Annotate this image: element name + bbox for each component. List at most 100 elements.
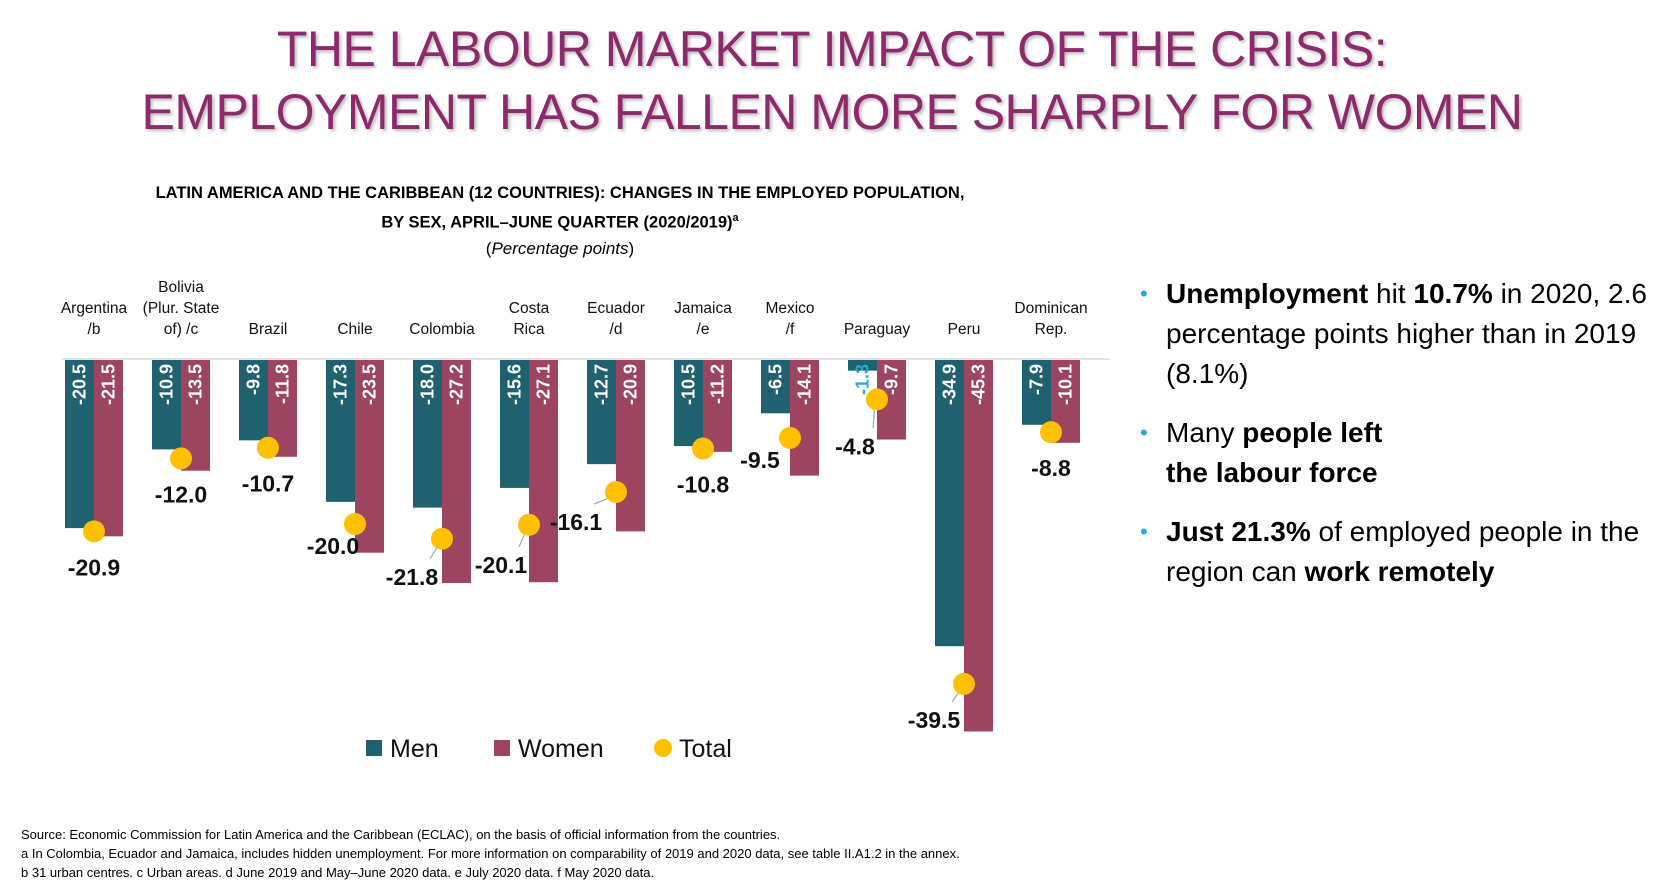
- category-label: Dominican: [1014, 300, 1087, 317]
- total-value-label: -10.8: [677, 472, 730, 498]
- category-label: of) /c: [164, 321, 199, 338]
- category-label: Costa: [509, 300, 550, 317]
- total-value-label: -39.5: [908, 707, 961, 733]
- category-label: Colombia: [409, 321, 475, 338]
- legend-men-label: Men: [390, 735, 439, 763]
- category-label: Brazil: [249, 321, 288, 338]
- total-dot: [170, 447, 192, 470]
- total-dot: [692, 437, 714, 460]
- bullet-dot-icon: •: [1140, 281, 1148, 306]
- men-bar: [761, 360, 790, 414]
- footnote-marker: a: [732, 212, 739, 224]
- men-value-label: -6.5: [766, 364, 786, 395]
- men-value-label: -18.0: [418, 364, 438, 405]
- category-label: /b: [88, 321, 101, 338]
- men-bar: [848, 360, 877, 371]
- total-value-label: -20.0: [307, 533, 359, 559]
- category-label: /d: [610, 321, 623, 338]
- men-bar: [1022, 360, 1051, 425]
- slide-title: THE LABOUR MARKET IMPACT OF THE CRISIS: …: [0, 18, 1664, 144]
- chart-title: LATIN AMERICA AND THE CARIBBEAN (12 COUN…: [60, 181, 1060, 261]
- category-label: /f: [786, 321, 795, 338]
- total-dot: [83, 520, 105, 543]
- men-bar: [239, 360, 268, 441]
- bullet-dot-icon: •: [1140, 519, 1148, 544]
- total-dot: [344, 513, 366, 535]
- total-value-label: -12.0: [155, 481, 207, 507]
- source-note: Source: Economic Commission for Latin Am…: [21, 827, 781, 842]
- chart-title-line-1: LATIN AMERICA AND THE CARIBBEAN (12 COUN…: [155, 184, 965, 202]
- men-bar: [326, 360, 355, 502]
- category-label: /e: [697, 321, 710, 338]
- category-label: Paraguay: [844, 321, 911, 338]
- women-bar: [616, 360, 645, 532]
- total-value-label: -16.1: [550, 509, 603, 535]
- women-bar: [790, 360, 819, 476]
- women-value-label: -13.5: [186, 364, 206, 405]
- chart-unit: (Percentage points): [485, 238, 635, 258]
- women-value-label: -14.1: [795, 364, 815, 405]
- footnote-a: a In Colombia, Ecuador and Jamaica, incl…: [21, 846, 960, 861]
- legend-total-label: Total: [679, 735, 732, 763]
- legend-total-swatch: [654, 739, 672, 757]
- total-dot: [605, 481, 627, 504]
- men-bar: [65, 360, 94, 529]
- category-label: Ecuador: [587, 300, 645, 317]
- legend-women-label: Women: [518, 735, 604, 763]
- men-bar: [935, 360, 964, 647]
- slide-title-line-2: EMPLOYMENT HAS FALLEN MORE SHARPLY FOR W…: [141, 84, 1523, 140]
- women-value-label: -11.2: [708, 364, 728, 404]
- women-value-label: -27.2: [447, 364, 467, 405]
- total-value-label: -21.8: [386, 564, 439, 590]
- men-value-label: -9.8: [244, 364, 264, 395]
- key-findings-list: • Unemployment hit 10.7% in 2020, 2.6 per…: [1140, 274, 1656, 611]
- category-label: (Plur. State: [143, 300, 220, 317]
- footnote-b: b 31 urban centres. c Urban areas. d Jun…: [21, 865, 655, 880]
- employment-change-chart: Argentina/b -20.5 -21.5 -20.9 Bolivia (Plur. …: [61, 279, 1110, 763]
- women-value-label: -21.5: [99, 364, 119, 405]
- women-value-label: -23.5: [360, 364, 380, 405]
- total-dot: [518, 513, 540, 536]
- slide-title-line-1: THE LABOUR MARKET IMPACT OF THE CRISIS:: [276, 21, 1388, 77]
- finding-2: • Many people left the labour force: [1140, 413, 1656, 493]
- women-value-label: -45.3: [969, 364, 989, 405]
- men-value-label: -7.9: [1027, 364, 1047, 395]
- men-bar: [500, 360, 529, 488]
- men-value-label: -20.5: [70, 364, 90, 405]
- total-value-label: -4.8: [835, 433, 875, 459]
- women-value-label: -20.9: [621, 364, 641, 405]
- category-label: Bolivia: [158, 279, 204, 296]
- men-value-label: -1.3: [853, 364, 873, 395]
- category-label: Rep.: [1035, 321, 1068, 338]
- women-bar: [964, 360, 993, 732]
- legend-men-swatch: [366, 740, 382, 756]
- finding-3: • Just 21.3% of employed people in the re…: [1140, 512, 1656, 592]
- category-label: Peru: [948, 321, 981, 338]
- women-value-label: -27.1: [534, 364, 554, 405]
- total-value-label: -9.5: [740, 447, 780, 473]
- category-label: Jamaica: [674, 300, 732, 317]
- women-value-label: -9.7: [882, 364, 902, 395]
- men-bar: [674, 360, 703, 447]
- men-value-label: -12.7: [592, 364, 612, 405]
- women-value-label: -11.8: [273, 364, 293, 404]
- men-bar: [152, 360, 181, 450]
- chart-title-line-2: BY SEX, APRIL–JUNE QUARTER (2020/2019)a: [381, 212, 739, 232]
- total-value-label: -20.9: [68, 554, 120, 580]
- women-bar: [703, 360, 732, 452]
- category-label: Mexico: [765, 300, 814, 317]
- total-dot: [431, 527, 453, 550]
- men-value-label: -10.5: [679, 364, 699, 405]
- category-label: Rica: [513, 321, 544, 338]
- women-bar: [94, 360, 123, 537]
- source-notes: Source: Economic Commission for Latin Am…: [21, 825, 960, 882]
- total-value-label: -20.1: [475, 552, 528, 578]
- total-value-label: -10.7: [242, 471, 294, 497]
- legend-women-swatch: [494, 740, 510, 756]
- men-value-label: -15.6: [505, 364, 525, 405]
- women-value-label: -10.1: [1056, 364, 1076, 405]
- total-dot: [779, 426, 801, 449]
- men-bar: [413, 360, 442, 508]
- bullet-dot-icon: •: [1140, 420, 1148, 445]
- men-bar: [587, 360, 616, 465]
